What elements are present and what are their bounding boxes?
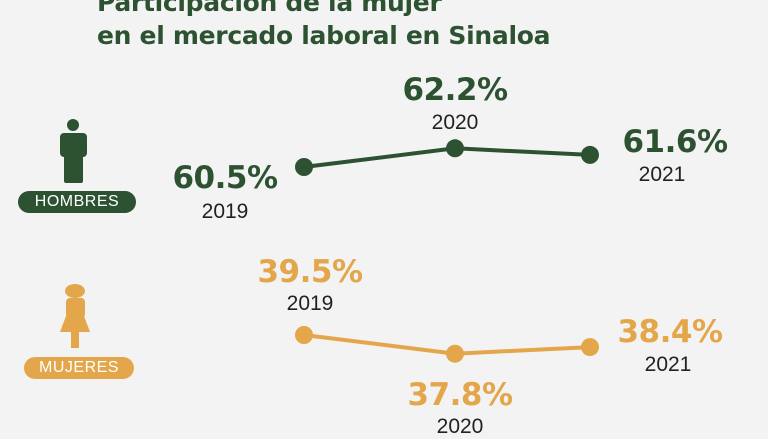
data-label: 37.8% — [407, 377, 513, 413]
data-label: 62.2% — [402, 72, 508, 108]
mujeres-label: MUJERES — [24, 357, 134, 379]
mujeres-point-2021 — [581, 338, 599, 357]
hombres-point-2021 — [581, 145, 599, 164]
year-label: 2020 — [436, 415, 484, 438]
mujeres-point-2020 — [446, 344, 464, 363]
year-label: 2020 — [431, 111, 479, 134]
data-label: 60.5% — [172, 160, 278, 196]
data-label: 39.5% — [257, 254, 363, 290]
year-label: 2021 — [638, 163, 686, 186]
title-line-1: Participación de la mujer — [97, 0, 442, 17]
title-line-2: en el mercado laboral en Sinaloa — [97, 21, 551, 50]
hombres-label: HOMBRES — [18, 191, 136, 213]
mujeres-point-2019 — [295, 326, 313, 344]
data-label: 38.4% — [617, 314, 723, 350]
chart-title: Participación de la mujer en el mercado … — [97, 0, 550, 52]
hombres-point-2019 — [295, 158, 313, 176]
year-label: 2019 — [201, 200, 249, 223]
data-label: 61.6% — [622, 124, 728, 160]
woman-icon — [60, 284, 90, 348]
year-label: 2021 — [644, 353, 692, 376]
year-label: 2019 — [286, 292, 334, 315]
hombres-point-2020 — [446, 139, 464, 158]
man-icon — [60, 119, 87, 183]
